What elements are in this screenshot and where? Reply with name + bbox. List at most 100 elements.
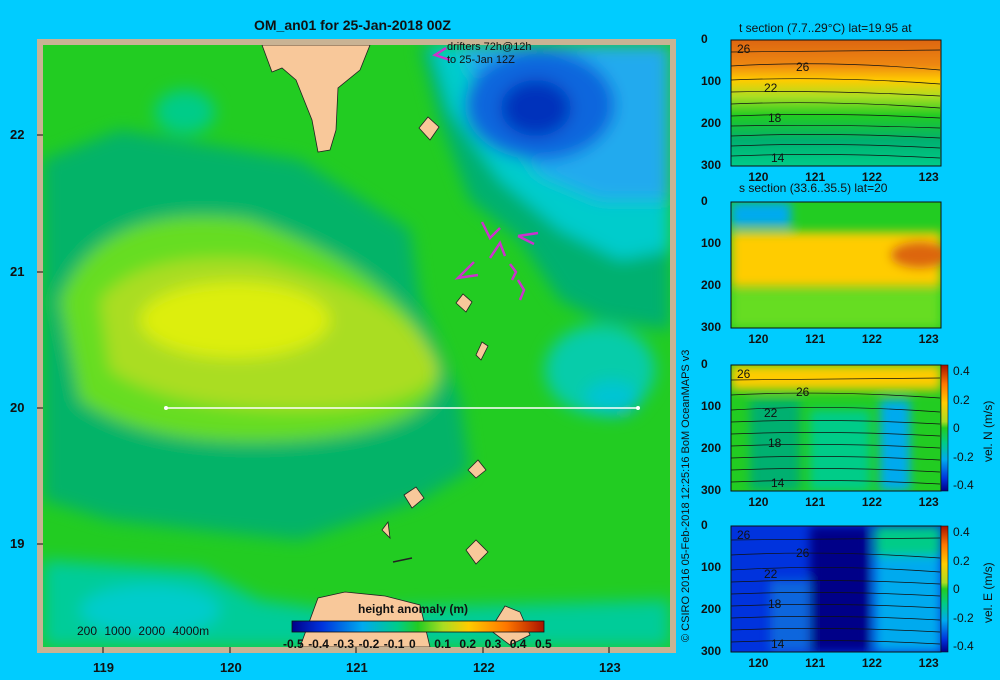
colorbar-tick-label: -0.1 bbox=[383, 637, 405, 651]
vel-colorbar-tick: 0 bbox=[953, 582, 960, 596]
section-xtick: 122 bbox=[861, 332, 882, 346]
section-xtick: 120 bbox=[748, 495, 769, 509]
colorbar-tick-label: 0.3 bbox=[484, 637, 502, 651]
section-ytick: 200 bbox=[701, 441, 722, 455]
contour-label: 22 bbox=[764, 81, 778, 95]
section-ytick: 300 bbox=[701, 320, 722, 334]
section-ytick: 100 bbox=[701, 399, 722, 413]
vel-colorbar-tick: 0.4 bbox=[953, 364, 970, 378]
colorbar-tick-label: -0.4 bbox=[308, 637, 329, 651]
colorbar-tick-label: -0.5 bbox=[283, 637, 304, 651]
section-xtick: 121 bbox=[805, 656, 826, 670]
map-xtick: 120 bbox=[220, 660, 242, 675]
section-ytick: 200 bbox=[701, 602, 722, 616]
section-ytick: 0 bbox=[701, 194, 708, 208]
drifters-line1: drifters 72h@12h bbox=[447, 41, 532, 53]
contour-label: 14 bbox=[771, 151, 785, 165]
vel-colorbar-tick: 0.2 bbox=[953, 553, 970, 568]
section-xtick: 123 bbox=[918, 170, 939, 184]
map-xtick: 119 bbox=[93, 660, 114, 675]
taiwan-land bbox=[261, 45, 371, 153]
section-ytick: 100 bbox=[701, 560, 722, 574]
section-xtick: 123 bbox=[918, 332, 939, 346]
vel-colorbar-label: vel. E (m/s) bbox=[981, 562, 995, 623]
section-ytick: 300 bbox=[701, 483, 722, 497]
section-ytick: 200 bbox=[701, 278, 722, 292]
map-ytick: 20 bbox=[10, 400, 25, 415]
map-ytick: 21 bbox=[10, 264, 25, 279]
map-ytick: 19 bbox=[10, 536, 25, 551]
section-xtick: 123 bbox=[918, 495, 939, 509]
contour-label: 14 bbox=[771, 637, 785, 651]
map-xtick: 123 bbox=[599, 660, 621, 675]
luzon-land bbox=[299, 591, 431, 647]
section-xtick: 120 bbox=[748, 170, 769, 184]
colorbar-tick-label: 0.1 bbox=[434, 637, 451, 651]
section-xtick: 122 bbox=[861, 495, 882, 509]
colorbar-tick-label: 0 bbox=[409, 637, 416, 651]
depth-legend: 200 1000 2000 4000m bbox=[77, 624, 209, 638]
map-ytick: 22 bbox=[10, 127, 25, 142]
contour-label: 26 bbox=[796, 385, 810, 399]
vel-n-colorbar bbox=[940, 364, 949, 492]
section-xtick: 122 bbox=[861, 170, 882, 184]
drifters-line2: to 25-Jan 12Z bbox=[447, 54, 515, 66]
section-ytick: 300 bbox=[701, 644, 722, 658]
contour-label: 22 bbox=[764, 406, 778, 420]
drifters-note: drifters 72h@12h to 25-Jan 12Z bbox=[447, 41, 532, 67]
section-ytick: 0 bbox=[701, 32, 708, 46]
section-ytick: 100 bbox=[701, 236, 722, 250]
vel-n-field bbox=[731, 365, 941, 491]
section-xtick: 123 bbox=[918, 656, 939, 670]
contour-label: 26 bbox=[737, 42, 751, 56]
contour-label: 18 bbox=[768, 597, 782, 611]
vel-colorbar-tick: -0.4 bbox=[953, 639, 974, 653]
section-ytick: 0 bbox=[701, 518, 708, 532]
map-xtick: 122 bbox=[473, 660, 495, 675]
colorbar-tick-label: -0.2 bbox=[358, 637, 380, 651]
contour-label: 26 bbox=[737, 528, 751, 542]
colorbar-tick-label: 0.5 bbox=[535, 637, 552, 651]
drifter-tracks bbox=[432, 46, 539, 301]
contour-label: 26 bbox=[796, 546, 810, 560]
section-ytick: 200 bbox=[701, 116, 722, 130]
contour-label: 22 bbox=[764, 567, 778, 581]
contour-label: 18 bbox=[768, 111, 782, 125]
vel-colorbar-tick: -0.2 bbox=[953, 610, 974, 625]
section-panels bbox=[730, 39, 949, 653]
vel-colorbar-tick: 0.4 bbox=[953, 525, 970, 539]
main-title: OM_an01 for 25-Jan-2018 00Z bbox=[254, 17, 451, 33]
contour-label: 26 bbox=[737, 367, 751, 381]
depth-1000: 1000 bbox=[104, 624, 132, 638]
colorbar-tick-label: 0.2 bbox=[459, 637, 477, 651]
section-xtick: 122 bbox=[861, 656, 882, 670]
map-xtick: 121 bbox=[346, 660, 368, 675]
section-xtick: 121 bbox=[805, 495, 826, 509]
anomaly-field bbox=[43, 45, 670, 647]
vel-colorbar-tick: -0.4 bbox=[953, 478, 974, 492]
vel-colorbar-tick: -0.2 bbox=[953, 449, 974, 464]
vel-e-field bbox=[731, 526, 941, 652]
contour-label: 18 bbox=[768, 436, 782, 450]
t-section-field bbox=[731, 40, 941, 166]
vel-colorbar-tick: 0 bbox=[953, 421, 960, 435]
section-xtick: 120 bbox=[748, 332, 769, 346]
colorbar-ticks: -0.5 -0.4 -0.3 -0.2 -0.1 0 0.1 0.2 0.3 0.4 0.5 bbox=[281, 637, 556, 653]
section-ytick: 0 bbox=[701, 357, 708, 371]
contour-label: 14 bbox=[771, 476, 785, 490]
s-section-title: s section (33.6..35.5) lat=20 bbox=[739, 181, 888, 195]
anomaly-colorbar bbox=[291, 620, 545, 633]
s-section-field bbox=[731, 202, 941, 328]
colorbar-tick-label: -0.3 bbox=[333, 637, 355, 651]
depth-200: 200 bbox=[77, 624, 98, 638]
colorbar-tick-label: 0.4 bbox=[509, 637, 527, 651]
section-xtick: 120 bbox=[748, 656, 769, 670]
vel-e-colorbar bbox=[940, 525, 949, 653]
section-ytick: 300 bbox=[701, 158, 722, 172]
section-xtick: 121 bbox=[805, 170, 826, 184]
t-section-title: t section (7.7..29°C) lat=19.95 at bbox=[739, 21, 912, 35]
height-anomaly-map bbox=[37, 39, 676, 653]
vel-colorbar-tick: 0.2 bbox=[953, 392, 970, 407]
vel-colorbar-label: vel. N (m/s) bbox=[981, 400, 995, 462]
contour-label: 26 bbox=[796, 60, 810, 74]
